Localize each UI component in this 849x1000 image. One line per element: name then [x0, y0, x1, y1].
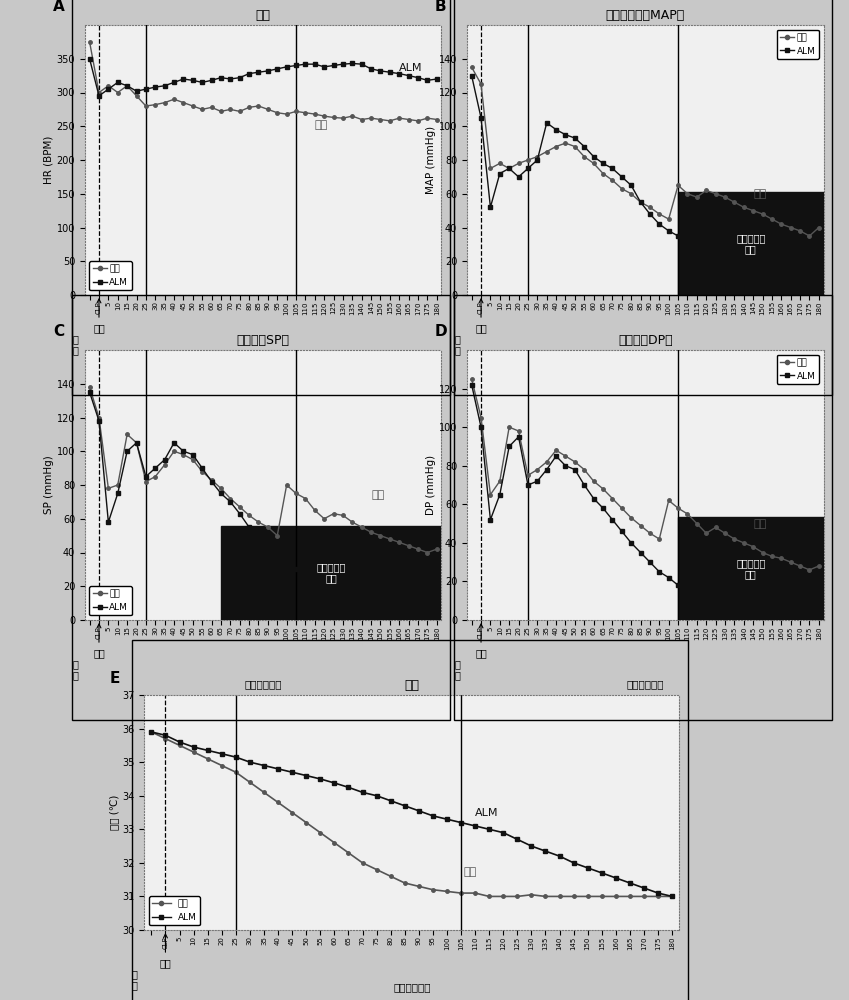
Text: 时间（分钟）: 时间（分钟）: [245, 354, 282, 364]
Title: 平均动脉压（MAP）: 平均动脉压（MAP）: [605, 9, 685, 22]
Y-axis label: MAP (mmHg): MAP (mmHg): [426, 126, 436, 194]
Text: 时间（分钟）: 时间（分钟）: [245, 679, 282, 689]
Text: A: A: [53, 0, 65, 14]
Y-axis label: HR (BPM): HR (BPM): [44, 136, 53, 184]
Text: B: B: [435, 0, 447, 14]
Text: ALM: ALM: [399, 63, 423, 73]
Text: E: E: [110, 671, 120, 686]
Text: 心血管衰竭
休克: 心血管衰竭 休克: [736, 558, 766, 580]
Text: ALM: ALM: [399, 602, 423, 612]
Title: 温度: 温度: [404, 679, 419, 692]
Text: C: C: [53, 324, 64, 339]
Y-axis label: DP (mmHg): DP (mmHg): [426, 455, 436, 515]
Text: 推注: 推注: [93, 299, 104, 333]
Text: 推注: 推注: [475, 299, 486, 333]
Text: 心血管衰竭
休克: 心血管衰竭 休克: [317, 562, 346, 584]
Y-axis label: 温度 (℃): 温度 (℃): [110, 795, 120, 830]
Text: ALM: ALM: [781, 270, 805, 280]
Text: 对照: 对照: [753, 519, 767, 529]
Text: 推注: 推注: [93, 624, 104, 658]
Title: 收缩压（SP）: 收缩压（SP）: [237, 334, 290, 347]
Text: D: D: [435, 324, 447, 339]
Text: 对照: 对照: [315, 120, 328, 130]
Legend: 对照, ALM: 对照, ALM: [89, 586, 132, 615]
Bar: [678, 192, 824, 295]
Text: 对照: 对照: [464, 867, 477, 877]
Bar: [678, 517, 824, 620]
Text: 基
线: 基 线: [73, 334, 79, 355]
Text: 推注: 推注: [160, 934, 171, 968]
Text: ALM: ALM: [475, 808, 498, 818]
Text: ALM: ALM: [781, 602, 805, 612]
Text: 基
线: 基 线: [132, 969, 138, 990]
Y-axis label: SP (mmHg): SP (mmHg): [44, 456, 53, 514]
Bar: [221, 526, 441, 620]
Legend: 对照, ALM: 对照, ALM: [149, 896, 200, 925]
Text: 对照: 对照: [371, 490, 385, 500]
Legend: 对照, ALM: 对照, ALM: [777, 30, 819, 59]
Text: 时间（分钟）: 时间（分钟）: [393, 982, 430, 992]
Text: 基
线: 基 线: [455, 334, 461, 355]
Legend: 对照, ALM: 对照, ALM: [89, 261, 132, 290]
Text: 时间（分钟）: 时间（分钟）: [627, 354, 664, 364]
Text: 时间（分钟）: 时间（分钟）: [627, 679, 664, 689]
Legend: 对照, ALM: 对照, ALM: [777, 355, 819, 384]
Text: 基
线: 基 线: [455, 659, 461, 680]
Text: 对照: 对照: [753, 189, 767, 199]
Text: 心血管衰竭
休克: 心血管衰竭 休克: [736, 233, 766, 254]
Title: 舒张压（DP）: 舒张压（DP）: [618, 334, 672, 347]
Title: 心率: 心率: [256, 9, 271, 22]
Text: 推注: 推注: [475, 624, 486, 658]
Text: 基
线: 基 线: [73, 659, 79, 680]
